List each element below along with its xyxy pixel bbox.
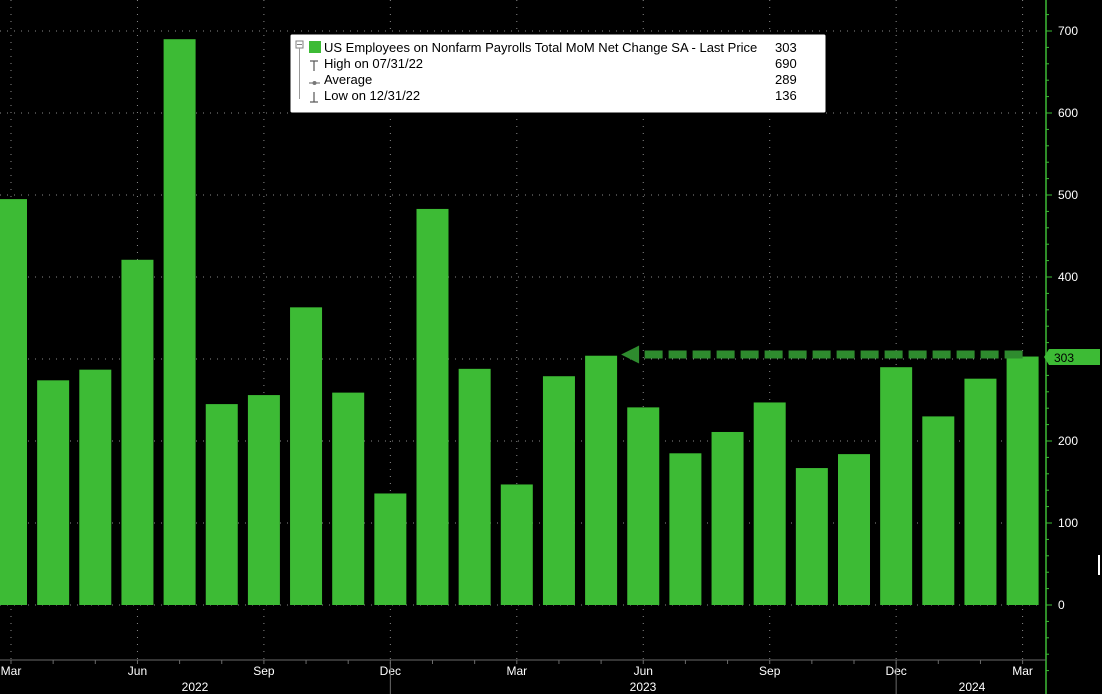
bar (964, 378, 997, 605)
y-tick-label: 200 (1058, 434, 1078, 448)
legend-box: US Employees on Nonfarm Payrolls Total M… (289, 33, 827, 114)
bar (795, 468, 828, 605)
legend-title-value: 303 (775, 40, 797, 55)
y-tick-label: 100 (1058, 516, 1078, 530)
last-price-value: 303 (1054, 351, 1074, 365)
legend-series-swatch (309, 41, 321, 53)
x-year-label: 2024 (959, 680, 986, 694)
bar (163, 39, 196, 605)
bar (711, 431, 744, 605)
x-tick-label: Sep (253, 664, 275, 678)
high-marker-icon (310, 60, 318, 71)
low-marker-icon (310, 92, 318, 103)
legend-high-label: High on 07/31/22 (324, 56, 423, 71)
x-year-label: 2022 (182, 680, 209, 694)
bars-layer (0, 39, 1039, 605)
bar (880, 367, 913, 605)
x-tick-label: Mar (506, 664, 527, 678)
bar (753, 402, 786, 605)
bar (121, 259, 154, 605)
legend-background (289, 33, 827, 114)
bar (247, 395, 280, 605)
x-tick-label: Mar (1012, 664, 1033, 678)
y-tick-label: 0 (1058, 598, 1065, 612)
bar (37, 380, 70, 605)
bar (0, 199, 27, 605)
x-tick-label: Mar (1, 664, 22, 678)
legend-high-value: 690 (775, 56, 797, 71)
y-tick-label: 700 (1058, 24, 1078, 38)
x-tick-label: Jun (634, 664, 653, 678)
average-marker-icon (309, 81, 320, 85)
bar (332, 392, 365, 605)
bar (79, 369, 112, 605)
x-tick-label: Sep (759, 664, 781, 678)
last-price-tag: 303 (1044, 349, 1100, 365)
y-tick-label: 500 (1058, 188, 1078, 202)
legend-title: US Employees on Nonfarm Payrolls Total M… (324, 40, 757, 55)
bar (205, 404, 238, 605)
legend-average-label: Average (324, 72, 372, 87)
x-year-label: 2023 (630, 680, 657, 694)
bar (585, 355, 618, 605)
bar (374, 493, 407, 605)
bar (458, 368, 491, 605)
bar (1006, 356, 1039, 605)
bar (416, 208, 449, 605)
bar (290, 307, 323, 605)
legend-low-label: Low on 12/31/22 (324, 88, 420, 103)
bar (838, 454, 870, 605)
bar (542, 376, 575, 605)
legend-low-value: 136 (775, 88, 797, 103)
last-price-arrow-head (621, 345, 640, 364)
bar (669, 453, 702, 605)
y-tick-label: 600 (1058, 106, 1078, 120)
bar (627, 407, 660, 605)
bar (500, 484, 533, 605)
bar (922, 416, 955, 605)
x-tick-label: Jun (128, 664, 147, 678)
last-price-tag-background (1044, 349, 1100, 365)
legend-average-value: 289 (775, 72, 797, 87)
last-price-arrow (621, 345, 1023, 364)
y-tick-label: 400 (1058, 270, 1078, 284)
